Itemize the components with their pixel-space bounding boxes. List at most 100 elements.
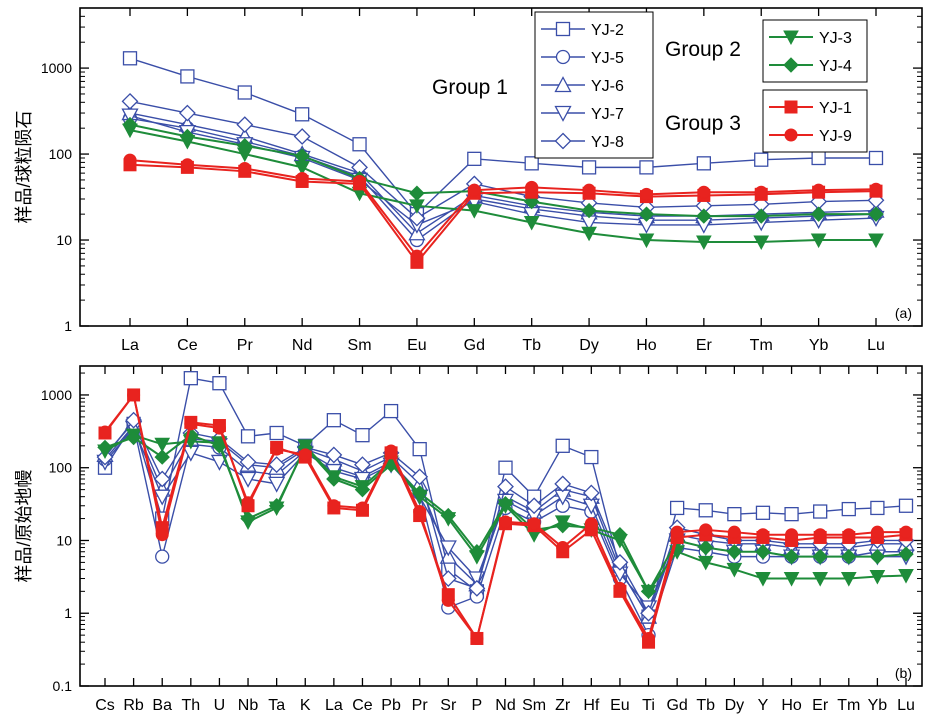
point-yj-3-er bbox=[696, 235, 712, 250]
point-yj-2-er bbox=[813, 504, 828, 519]
point-yj-9-la bbox=[123, 153, 137, 167]
panel-label: (b) bbox=[895, 665, 912, 681]
x-tick-label-tm: Tm bbox=[750, 337, 773, 354]
point-yj-2-nd bbox=[295, 107, 310, 122]
legend-group-3 bbox=[762, 89, 868, 153]
point-yj-8-la bbox=[121, 92, 139, 110]
point-yj-4-ba bbox=[154, 449, 170, 465]
x-tick-label-zr: Zr bbox=[555, 697, 571, 714]
x-tick-label-sm: Sm bbox=[348, 337, 372, 354]
point-yj-8-nd bbox=[293, 128, 311, 145]
y-tick-label: 100 bbox=[49, 460, 73, 476]
legend-marker-yj-2 bbox=[555, 21, 571, 37]
x-tick-label-er: Er bbox=[812, 697, 829, 714]
point-yj-4-la bbox=[326, 471, 342, 487]
y-tick-label: 100 bbox=[49, 146, 73, 162]
point-yj-3-ba bbox=[154, 437, 171, 453]
point-yj-9-pr bbox=[413, 505, 427, 519]
series-line-yj-2 bbox=[129, 57, 876, 216]
point-yj-2-ho bbox=[784, 507, 799, 522]
point-yj-3-tb bbox=[523, 215, 540, 231]
point-yj-4-la bbox=[122, 116, 138, 133]
point-yj-8-ta bbox=[268, 456, 286, 474]
point-yj-9-ce bbox=[355, 501, 369, 515]
legend-marker-yj-6 bbox=[554, 76, 572, 93]
point-yj-8-nd bbox=[497, 478, 514, 496]
y-tick-label: 1 bbox=[64, 318, 72, 334]
legend-marker-yj-4 bbox=[783, 57, 799, 73]
point-yj-4-ho bbox=[638, 206, 655, 222]
point-yj-9-yb bbox=[812, 183, 826, 197]
y-tick-label: 1000 bbox=[41, 60, 72, 76]
point-yj-9-p bbox=[470, 631, 484, 645]
group-2-label: Group 2 bbox=[665, 38, 741, 61]
point-yj-9-sr bbox=[441, 593, 455, 607]
point-yj-4-tm bbox=[753, 208, 769, 224]
x-tick-label-pr: Pr bbox=[237, 337, 254, 354]
point-yj-8-nb bbox=[239, 453, 257, 471]
point-yj-2-pr bbox=[412, 441, 427, 457]
point-yj-8-pr bbox=[236, 116, 254, 134]
x-tick-label-u: U bbox=[214, 697, 226, 714]
x-tick-label-th: Th bbox=[181, 697, 200, 714]
legend-label-yj-2: YJ-2 bbox=[591, 22, 624, 39]
point-yj-9-sm bbox=[527, 517, 541, 531]
point-yj-7-ba bbox=[153, 489, 171, 506]
point-yj-9-nb bbox=[241, 496, 255, 510]
point-yj-4-ho bbox=[783, 548, 800, 565]
point-yj-2-sm bbox=[352, 137, 367, 152]
point-yj-8-ti bbox=[640, 604, 657, 622]
x-tick-label-ho: Ho bbox=[636, 337, 657, 354]
point-yj-9-rb bbox=[127, 388, 141, 402]
point-yj-9-ho bbox=[639, 187, 653, 201]
legend-label-yj-9: YJ-9 bbox=[819, 128, 852, 145]
x-tick-label-rb: Rb bbox=[123, 697, 144, 714]
legend-marker-yj-5 bbox=[555, 49, 571, 65]
point-yj-4-yb bbox=[869, 548, 886, 565]
point-yj-8-hf bbox=[582, 484, 600, 502]
x-tick-label-gd: Gd bbox=[464, 337, 485, 354]
y-axis-title: 样品/球粒陨石 bbox=[14, 110, 34, 223]
group-1-label: Group 1 bbox=[432, 76, 508, 99]
point-yj-9-eu bbox=[410, 249, 424, 263]
point-yj-2-dy bbox=[581, 160, 597, 175]
point-yj-7-sr bbox=[439, 540, 457, 557]
x-tick-label-k: K bbox=[300, 697, 311, 714]
point-yj-9-tb bbox=[699, 523, 713, 537]
point-yj-3-yb bbox=[810, 233, 827, 249]
x-tick-label-ce: Ce bbox=[352, 697, 373, 714]
point-yj-4-cs bbox=[97, 439, 113, 456]
group-3-label: Group 3 bbox=[665, 112, 741, 135]
point-yj-4-zr bbox=[555, 517, 571, 534]
y-tick-label: 10 bbox=[56, 532, 72, 548]
point-yj-9-sm bbox=[353, 174, 367, 188]
point-yj-8-pr bbox=[411, 468, 429, 486]
point-yj-9-eu bbox=[613, 581, 627, 595]
point-yj-9-yb bbox=[870, 525, 884, 539]
point-yj-4-lu bbox=[898, 546, 914, 562]
point-yj-2-ce bbox=[180, 69, 195, 84]
x-tick-label-ta: Ta bbox=[268, 697, 285, 714]
point-yj-4-er bbox=[812, 548, 828, 565]
x-tick-label-dy: Dy bbox=[579, 337, 599, 354]
point-yj-3-dy bbox=[581, 226, 597, 242]
point-yj-4-sr bbox=[440, 507, 456, 524]
point-yj-2-nb bbox=[240, 429, 256, 444]
point-yj-3-y bbox=[755, 572, 771, 587]
legend-group-2 bbox=[762, 19, 868, 83]
legend-marker-yj-9 bbox=[784, 128, 798, 142]
x-tick-label-cs: Cs bbox=[95, 697, 115, 714]
point-yj-9-tb bbox=[525, 180, 539, 194]
x-tick-label-sm: Sm bbox=[522, 697, 546, 714]
x-tick-label-gd: Gd bbox=[666, 697, 687, 714]
point-yj-8-ce bbox=[178, 104, 196, 122]
panel-label: (a) bbox=[895, 305, 912, 321]
x-tick-label-ce: Ce bbox=[177, 337, 198, 354]
point-yj-9-gd bbox=[467, 183, 481, 197]
point-yj-4-nd bbox=[294, 148, 310, 164]
point-yj-9-er bbox=[813, 528, 827, 542]
point-yj-9-nd bbox=[499, 515, 512, 529]
point-yj-4-y bbox=[755, 544, 771, 560]
x-tick-label-eu: Eu bbox=[407, 337, 427, 354]
point-yj-9-ba bbox=[155, 528, 169, 542]
